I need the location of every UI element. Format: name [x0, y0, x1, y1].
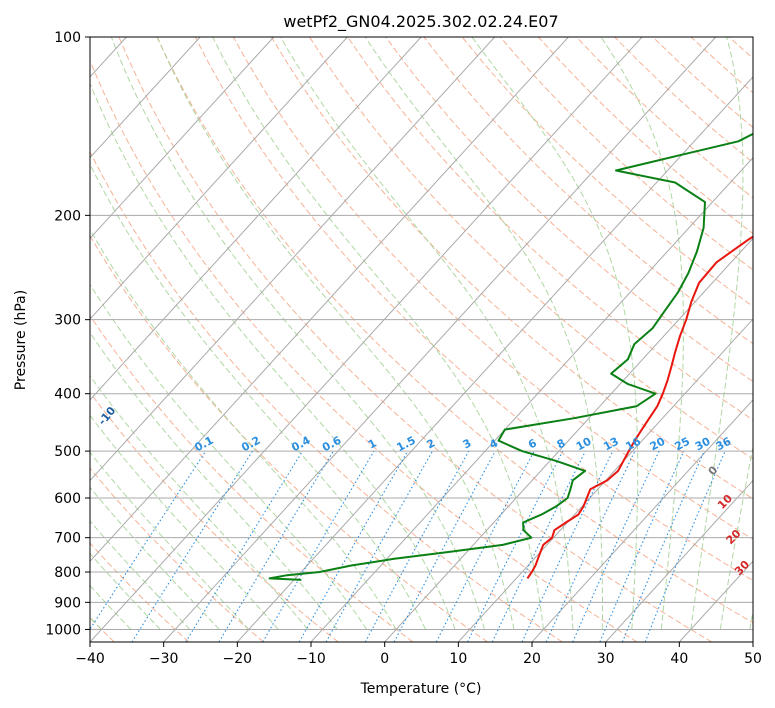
- mixing-ratio-line: [131, 450, 254, 642]
- y-axis-ticks: 100 200 300 400 500 600 700 800 900 1000: [45, 30, 90, 638]
- moist-adiabat-label: 40: [753, 584, 773, 604]
- isotherm: [90, 37, 496, 482]
- isotherm: [531, 399, 753, 642]
- x-tick-label: 10: [449, 651, 467, 667]
- x-tick-label: −20: [223, 651, 253, 667]
- moist-adiabat: [110, 37, 485, 630]
- isotherm: [90, 37, 422, 401]
- moist-adiabat: [156, 37, 515, 630]
- moist-adiabat: [212, 37, 544, 630]
- mixing-ratio-label: 25: [672, 435, 692, 454]
- mixing-ratio-line: [364, 450, 470, 642]
- y-tick-label: 200: [54, 208, 81, 224]
- temperature-line: [526, 235, 753, 579]
- x-tick-label: −40: [75, 651, 105, 667]
- y-tick-label: 1000: [45, 622, 81, 638]
- dry-adiabat: [90, 234, 488, 642]
- grid-lines: [90, 37, 753, 642]
- moist-adiabat: [600, 37, 684, 630]
- mixing-ratio-line: [599, 450, 685, 642]
- moist-adiabat: [280, 37, 574, 630]
- mixing-ratio-line: [572, 450, 660, 642]
- mixing-ratio-label: 30: [693, 435, 713, 454]
- moist-adiabat: [719, 444, 753, 630]
- isotherm: [90, 37, 643, 642]
- dry-adiabat: [156, 37, 753, 624]
- x-tick-label: −30: [149, 651, 179, 667]
- plot-background: [90, 37, 753, 642]
- moist-adiabat: [90, 520, 191, 630]
- y-tick-label: 900: [54, 595, 81, 611]
- isotherm: [90, 37, 275, 240]
- x-axis-label: Temperature (°C): [360, 681, 482, 697]
- mixing-ratio-label: 10: [574, 435, 594, 454]
- moist-adiabat: [90, 82, 456, 630]
- data-lines: [268, 132, 753, 581]
- chart-title: wetPf2_GN04.2025.302.02.24.E07: [283, 12, 558, 32]
- mixing-ratio-line: [393, 450, 496, 642]
- moist-adiabat: [90, 451, 250, 630]
- y-axis-label: Pressure (hPa): [13, 290, 29, 390]
- isotherm: [90, 37, 201, 159]
- moist-adiabat: [90, 163, 427, 630]
- x-tick-label: 0: [380, 651, 389, 667]
- isotherm: [310, 156, 753, 642]
- moist-adiabat: [90, 228, 397, 630]
- isotherm: [90, 37, 348, 320]
- y-tick-label: 700: [54, 531, 81, 547]
- isotherm: [90, 37, 569, 562]
- dry-adiabat: [347, 37, 753, 421]
- mixing-ratio-label: 36: [714, 435, 734, 454]
- dry-adiabat: [90, 467, 264, 642]
- y-tick-label: 600: [54, 491, 81, 507]
- moist-adiabat: [90, 414, 279, 630]
- y-tick-label: 400: [54, 387, 81, 403]
- dewpoint-line: [268, 132, 753, 581]
- moist-adiabat: [90, 584, 132, 630]
- mixing-ratio-line: [467, 450, 564, 642]
- isotherm: [384, 237, 753, 642]
- isotherm: [236, 76, 753, 642]
- moist-adiabat: [690, 37, 744, 630]
- dry-adiabat: [194, 37, 753, 582]
- isotherm: [605, 479, 753, 642]
- x-tick-label: 40: [670, 651, 688, 667]
- x-axis-ticks: −40 −30 −20 −10 0 10 20 30 40 50: [75, 642, 762, 667]
- y-tick-label: 800: [54, 565, 81, 581]
- dry-adiabat: [232, 37, 753, 540]
- x-tick-label: −10: [296, 651, 326, 667]
- mixing-ratio-label: 16: [623, 435, 643, 454]
- moist-adiabat: [90, 552, 161, 630]
- y-tick-label: 300: [54, 313, 81, 329]
- mixing-ratio-label: 13: [601, 435, 621, 454]
- moist-adiabat: [90, 374, 309, 630]
- dry-adiabat: [461, 37, 753, 308]
- x-tick-label: 50: [744, 651, 762, 667]
- dry-adiabat: [385, 37, 753, 383]
- y-tick-label: 100: [54, 30, 81, 46]
- mixing-ratio-line: [621, 450, 705, 642]
- moist-adiabat: [90, 283, 368, 630]
- isotherm: [163, 37, 717, 642]
- mixing-ratio-line: [644, 450, 726, 642]
- x-tick-label: 30: [597, 651, 615, 667]
- mixing-ratio-line: [185, 450, 304, 642]
- isotherm: [752, 641, 753, 642]
- plot-frame: [89, 36, 754, 643]
- dry-adiabat: [270, 37, 753, 500]
- mixing-ratio-line: [90, 450, 207, 631]
- moist-adiabat: [364, 37, 603, 630]
- isotherm: [457, 318, 753, 642]
- mixing-ratio-line: [325, 450, 433, 642]
- y-tick-label: 500: [54, 444, 81, 460]
- moist-adiabat: [90, 486, 220, 630]
- x-tick-label: 20: [523, 651, 541, 667]
- mixing-ratio-label: 20: [648, 435, 668, 454]
- dry-adiabat: [90, 150, 563, 642]
- moist-adiabat: [471, 37, 639, 630]
- line-labels: 0.10.20.40.611.52346810131620253036-100-…: [96, 404, 773, 604]
